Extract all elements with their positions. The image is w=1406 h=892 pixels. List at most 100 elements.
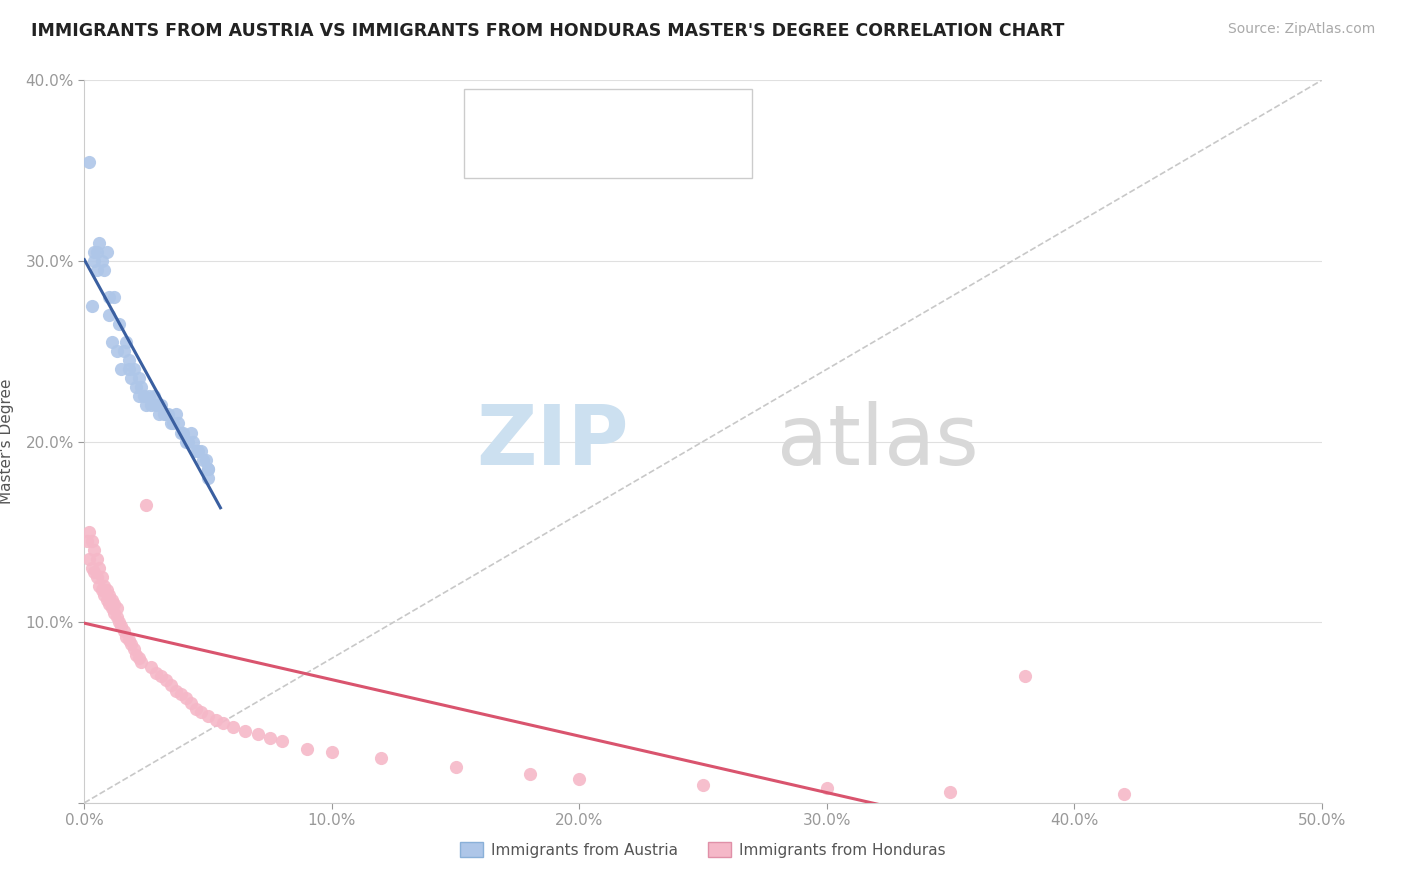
Point (150, 398, 173, 412)
Point (98, 588, 121, 602)
Point (83, 244, 105, 259)
Point (142, 389, 165, 403)
Point (79, 154, 101, 169)
Point (197, 471, 219, 485)
Point (128, 371, 150, 385)
Point (939, 785, 962, 799)
Point (115, 335, 138, 350)
Point (79, 524, 101, 539)
Point (83, 254, 105, 268)
Point (93, 263, 115, 277)
Point (118, 633, 141, 648)
Point (112, 624, 135, 639)
Point (152, 408, 174, 422)
Point (96, 582, 118, 597)
Point (155, 673, 177, 687)
Point (145, 665, 167, 680)
Point (519, 767, 541, 781)
Point (93, 588, 115, 602)
Point (155, 408, 177, 422)
Point (115, 630, 138, 644)
Point (110, 362, 132, 376)
Point (80, 561, 103, 575)
Point (187, 443, 209, 458)
Point (76, 533, 98, 548)
Point (96, 593, 118, 607)
Point (86, 244, 108, 259)
Point (145, 398, 167, 412)
Point (444, 760, 467, 774)
Point (141, 398, 163, 412)
Point (815, 781, 838, 796)
Text: ZIP: ZIP (477, 401, 628, 482)
Point (148, 408, 170, 422)
Point (692, 778, 714, 792)
Point (118, 353, 141, 368)
Point (197, 461, 219, 475)
Point (129, 655, 152, 669)
Point (135, 398, 157, 412)
Point (80, 299, 103, 313)
Point (194, 452, 217, 467)
Text: IMMIGRANTS FROM AUSTRIA VS IMMIGRANTS FROM HONDURAS MASTER'S DEGREE CORRELATION : IMMIGRANTS FROM AUSTRIA VS IMMIGRANTS FR… (31, 22, 1064, 40)
Point (98, 308, 121, 322)
Point (83, 542, 105, 557)
Point (233, 723, 256, 738)
Point (98, 290, 121, 304)
Point (100, 593, 122, 607)
Point (170, 687, 193, 701)
Text: R =  0.099  N = 56: R = 0.099 N = 56 (536, 107, 693, 125)
Point (174, 691, 197, 706)
Point (135, 498, 157, 512)
Point (190, 443, 212, 458)
Point (1112, 787, 1135, 801)
Point (80, 533, 103, 548)
Point (120, 637, 142, 651)
Point (190, 706, 212, 720)
Point (177, 434, 200, 449)
Text: R = -0.589  N = 66: R = -0.589 N = 66 (536, 138, 693, 156)
Point (108, 615, 131, 630)
Point (160, 678, 183, 692)
Point (100, 600, 122, 615)
Point (125, 380, 148, 394)
Point (89, 561, 111, 575)
Point (118, 362, 141, 376)
Text: atlas: atlas (778, 401, 979, 482)
Point (112, 344, 135, 359)
Point (129, 380, 152, 394)
Point (165, 408, 187, 422)
Point (246, 727, 269, 741)
Point (122, 642, 145, 657)
Y-axis label: Master's Degree: Master's Degree (0, 379, 14, 504)
Point (212, 716, 235, 731)
Point (222, 720, 245, 734)
Point (150, 669, 173, 683)
FancyBboxPatch shape (488, 103, 519, 128)
Point (98, 597, 121, 611)
Point (170, 425, 193, 440)
Point (110, 619, 132, 633)
Point (184, 443, 207, 458)
Point (105, 600, 128, 615)
Point (174, 434, 197, 449)
Point (96, 244, 118, 259)
Point (105, 344, 128, 359)
Point (120, 371, 142, 385)
Point (160, 417, 183, 431)
Point (181, 434, 204, 449)
Point (162, 417, 184, 431)
Point (89, 235, 111, 250)
Point (83, 565, 105, 579)
Point (180, 697, 202, 711)
Point (105, 609, 128, 624)
Point (128, 389, 150, 403)
Point (1014, 669, 1036, 683)
Point (90, 582, 112, 597)
Point (90, 570, 112, 584)
Point (128, 651, 150, 665)
Point (197, 709, 219, 723)
Point (191, 452, 214, 467)
Point (103, 606, 125, 620)
Point (79, 552, 101, 566)
